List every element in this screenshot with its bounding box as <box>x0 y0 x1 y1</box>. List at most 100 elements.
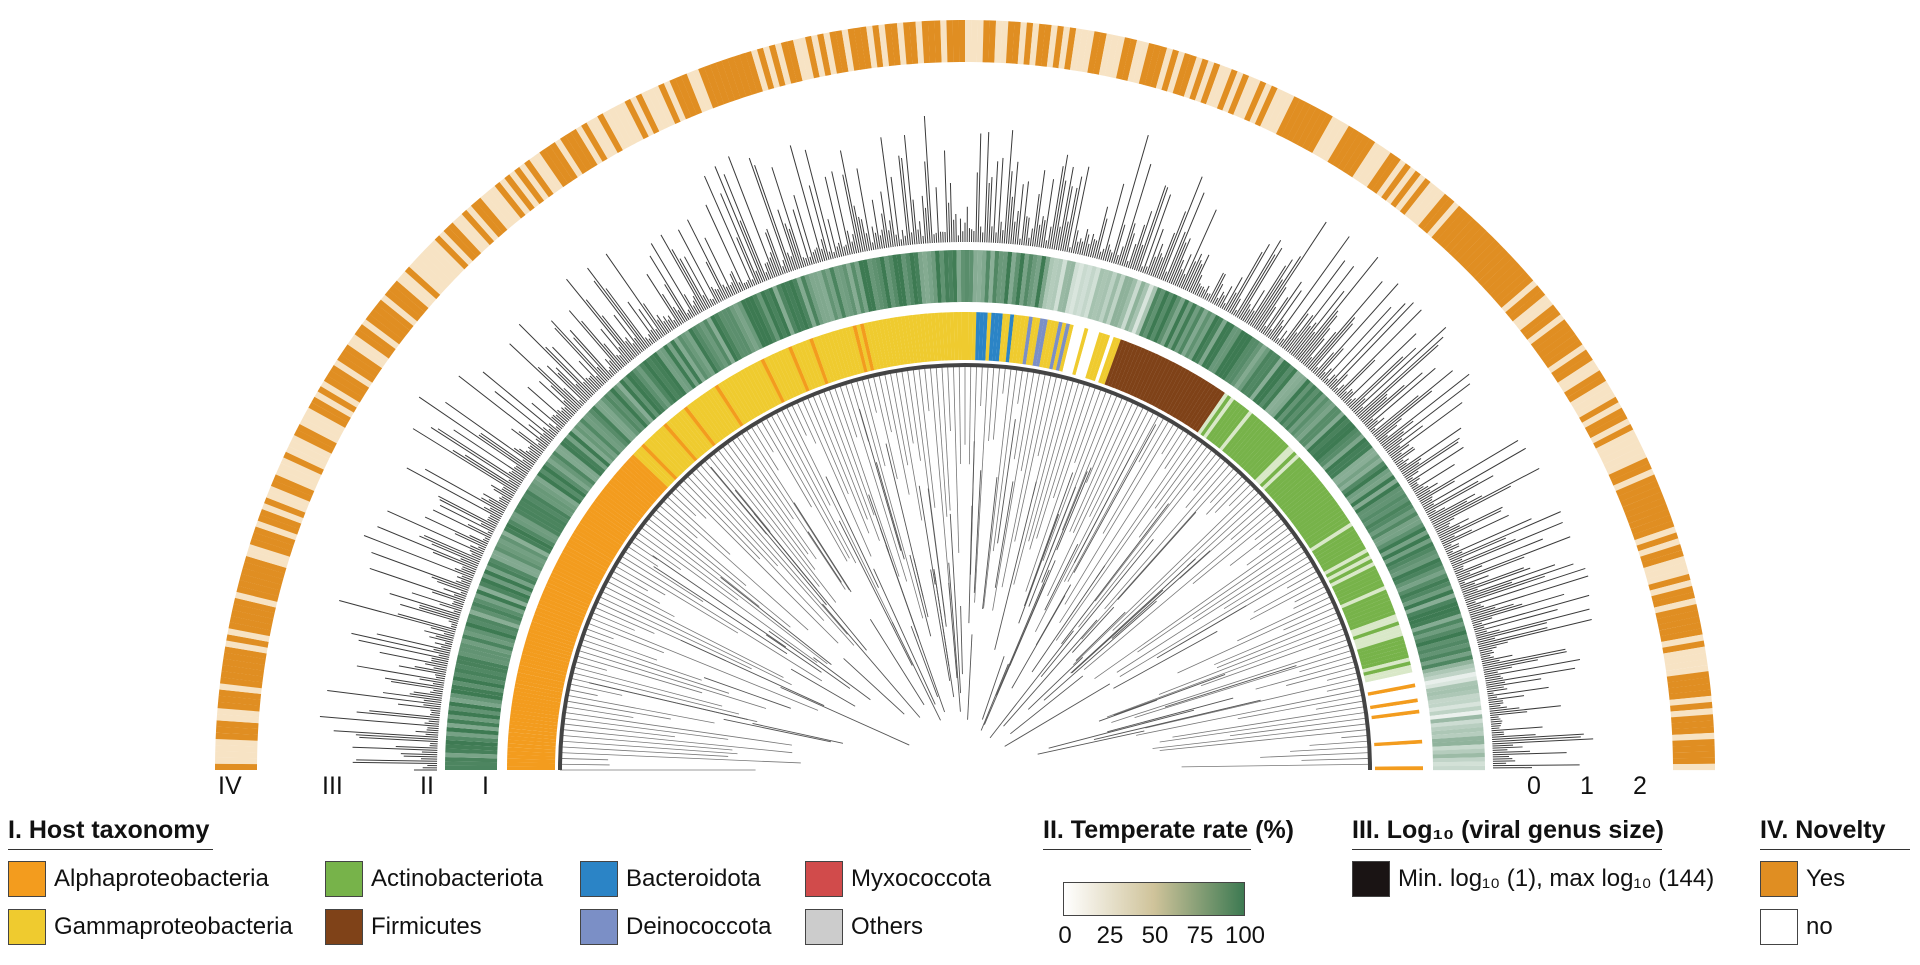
genus-bar <box>1246 310 1255 324</box>
genus-bar <box>1404 441 1459 478</box>
host-segment <box>511 705 560 716</box>
novelty-segment <box>1052 25 1065 69</box>
tree-branch <box>1259 526 1290 550</box>
temperate-segment <box>1109 275 1130 327</box>
novelty-segment <box>311 396 351 423</box>
temperate-segment <box>1430 718 1483 728</box>
genus-bar <box>1110 135 1149 263</box>
genus-bar <box>1053 180 1067 250</box>
host-segment <box>564 545 608 572</box>
genus-bar <box>1430 500 1468 522</box>
genus-bar <box>389 593 461 616</box>
temperate-segment <box>565 433 608 471</box>
genus-bar <box>469 534 489 545</box>
genus-bar <box>1481 656 1494 661</box>
novelty-segment <box>1200 62 1221 105</box>
genus-bar <box>812 251 817 264</box>
genus-bar <box>995 232 997 243</box>
tree-branch <box>612 570 649 592</box>
temperate-segment <box>445 735 499 743</box>
genus-bar <box>655 328 663 339</box>
host-segment <box>747 365 773 410</box>
novelty-segment <box>1671 720 1714 730</box>
tree-branch <box>967 634 973 720</box>
tree-branch <box>1064 422 1175 605</box>
genus-bar <box>439 603 462 612</box>
tree-branch <box>891 622 941 721</box>
host-segment <box>1235 425 1270 464</box>
temperate-segment <box>594 402 635 442</box>
genus-bar <box>376 633 451 652</box>
novelty-segment <box>1651 585 1694 602</box>
novelty-segment <box>1104 34 1120 78</box>
novelty-segment <box>285 446 327 470</box>
scale-tick-1: 1 <box>1580 772 1594 800</box>
novelty-segment <box>890 23 901 66</box>
genus-bar <box>917 229 920 245</box>
tree-branch <box>1315 700 1365 710</box>
tree-branch <box>1070 558 1196 674</box>
genus-bar <box>1342 391 1354 402</box>
host-segment <box>573 529 617 558</box>
genus-bar <box>1083 234 1090 256</box>
host-segment <box>938 312 945 361</box>
genus-bar <box>1382 431 1404 448</box>
temperate-segment <box>645 356 681 401</box>
host-segment <box>1315 532 1359 561</box>
legend-host-item: Gammaproteobacteria <box>8 909 293 945</box>
host-segment <box>666 420 701 460</box>
genus-bar <box>1317 348 1344 378</box>
genus-bar <box>538 381 576 415</box>
host-segment <box>812 336 832 384</box>
novelty-segment <box>1669 695 1712 706</box>
genus-bar <box>1489 707 1520 712</box>
novelty-segment <box>283 451 324 475</box>
temperate-segment <box>829 266 847 319</box>
novelty-segment <box>1601 440 1642 465</box>
genus-bar <box>339 599 456 633</box>
host-segment <box>1366 679 1415 693</box>
tree-branch <box>1003 619 1098 727</box>
genus-bar <box>371 551 470 589</box>
genus-bar <box>431 543 480 565</box>
temperate-segment <box>507 518 556 548</box>
novelty-segment <box>1385 166 1416 205</box>
novelty-segment <box>559 135 588 175</box>
novelty-segment <box>343 344 383 374</box>
genus-bar <box>725 286 732 297</box>
genus-bar <box>1312 367 1319 374</box>
host-segment <box>1294 497 1336 530</box>
genus-bar <box>1405 470 1419 480</box>
genus-bar <box>705 261 726 300</box>
host-segment <box>823 333 842 381</box>
novelty-segment <box>1646 567 1689 585</box>
temperate-segment <box>513 507 562 538</box>
genus-bar <box>684 256 713 307</box>
genus-bar <box>369 567 466 602</box>
novelty-segment <box>354 329 393 359</box>
temperate-segment <box>541 464 587 499</box>
genus-bar <box>1455 538 1543 575</box>
genus-bar <box>858 216 866 252</box>
tree-branch <box>658 504 698 539</box>
genus-bar <box>1450 537 1507 563</box>
temperate-segment <box>1348 471 1394 505</box>
tree-branch <box>933 572 950 667</box>
temperate-segment <box>1135 285 1159 336</box>
genus-bar <box>1060 186 1073 251</box>
host-segment <box>1359 646 1408 663</box>
novelty-segment <box>288 440 329 465</box>
genus-bar <box>949 182 953 243</box>
novelty-segment <box>1638 538 1681 557</box>
genus-bar <box>1454 567 1464 573</box>
temperate-segment <box>597 399 637 440</box>
temperate-segment <box>1098 271 1118 323</box>
novelty-segment <box>1626 503 1669 524</box>
genus-bar <box>397 613 457 631</box>
tree-branch <box>1326 683 1361 692</box>
genus-bar <box>595 375 605 385</box>
genus-bar <box>782 259 788 273</box>
temperate-segment <box>988 250 996 303</box>
host-segment <box>583 513 626 543</box>
genus-bar <box>1328 378 1338 388</box>
